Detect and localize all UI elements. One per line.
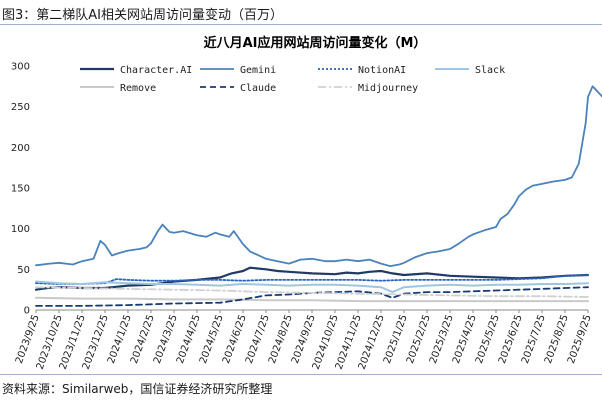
legend-label: Remove (120, 83, 156, 94)
legend-label: Slack (475, 65, 505, 76)
y-tick-label: 200 (11, 143, 30, 154)
series-line-claude (35, 286, 589, 307)
series-line-character-ai (34, 266, 590, 291)
series-line-midjourney (35, 286, 589, 298)
y-tick-label: 0 (24, 306, 30, 317)
y-tick-label: 300 (11, 62, 30, 73)
bottom-rule (0, 374, 602, 375)
legend-label: Gemini (240, 65, 276, 76)
series-line-gemini (35, 85, 602, 267)
series-line-remove (35, 296, 589, 303)
legend-label: Midjourney (358, 83, 418, 94)
y-tick-label: 150 (11, 184, 30, 195)
top-rule (0, 24, 602, 25)
legend-label: Claude (240, 83, 276, 94)
series-line-slack (35, 280, 589, 294)
figure-caption: 图3：第二梯队AI相关网站周访问量变动（百万） (2, 8, 283, 23)
chart-title: 近八月AI应用网站周访问量变化（M） (204, 35, 427, 51)
x-tick-label: 2025/9/25 (566, 313, 594, 365)
series-line-notionai (35, 274, 589, 285)
legend-label: NotionAI (358, 65, 406, 76)
source-note: 资料来源：Similarweb，国信证券经济研究所整理 (2, 382, 273, 396)
y-tick-label: 50 (17, 265, 30, 276)
y-tick-label: 250 (11, 102, 30, 113)
legend-label: Character.AI (120, 65, 192, 76)
line-chart: 近八月AI应用网站周访问量变化（M） 0 50 100 150 200 250 300 202… (11, 35, 602, 371)
y-tick-label: 100 (11, 224, 30, 235)
